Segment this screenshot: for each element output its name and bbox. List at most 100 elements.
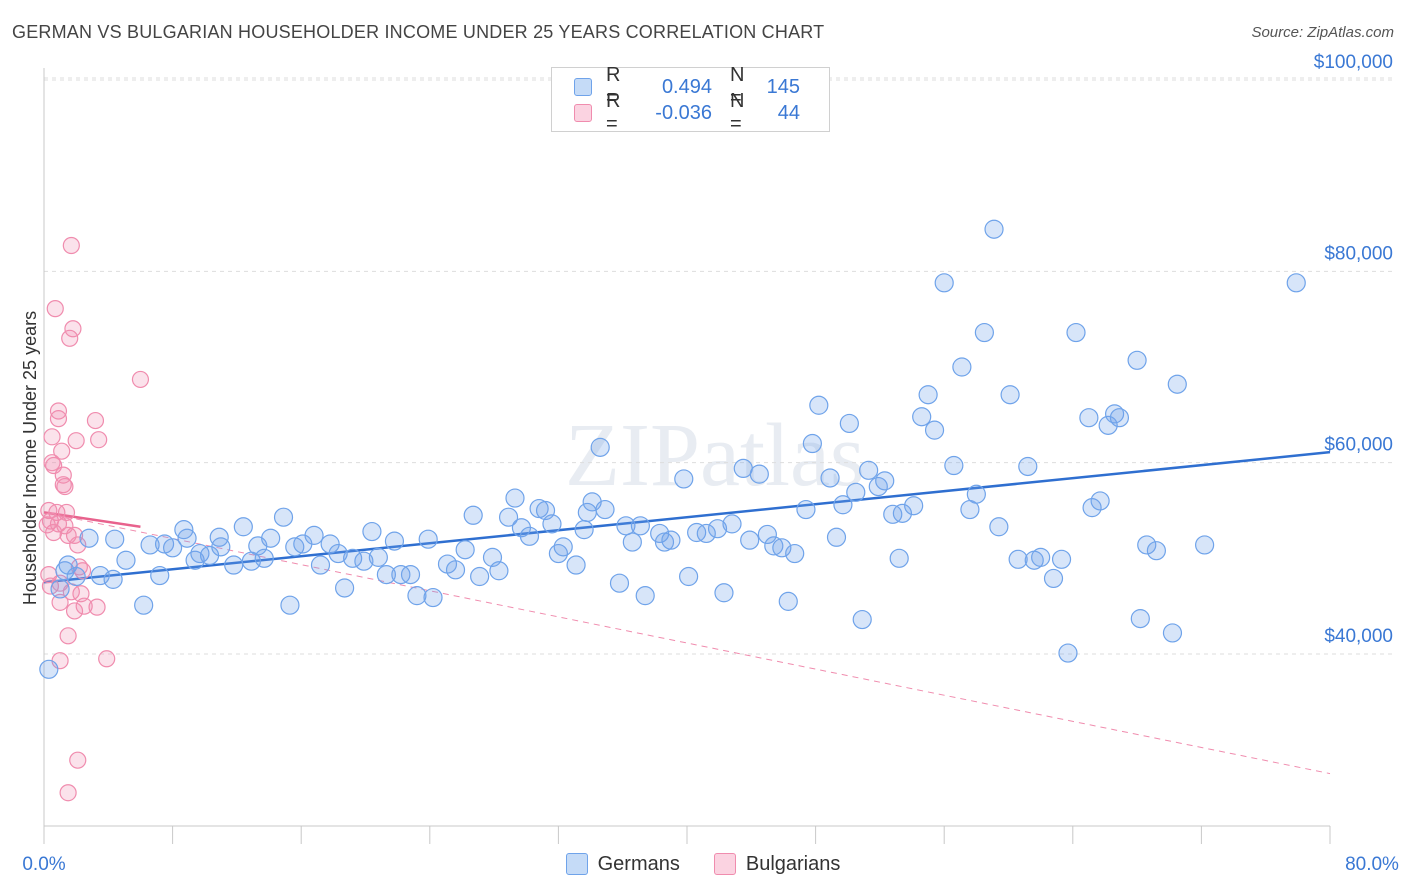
germans-n-value: 145 (766, 75, 800, 98)
germans-point (796, 499, 816, 520)
germans-point (1000, 385, 1020, 405)
germans-point (892, 503, 913, 523)
germans-point (833, 495, 853, 515)
germans-points (39, 219, 1306, 679)
germans-point (391, 564, 411, 585)
bulgarians-point (62, 236, 80, 255)
germans-point (445, 560, 466, 580)
y-tick-label: $40,000 (1324, 626, 1393, 647)
germans-point (505, 488, 525, 508)
germans-point (368, 547, 388, 567)
germans-point (116, 550, 136, 570)
germans-legend-label: Germans (597, 852, 680, 875)
germans-point (1058, 643, 1078, 663)
germans-point (273, 507, 294, 527)
bulgarians-point (90, 431, 108, 449)
axes (43, 68, 1331, 844)
germans-point (1043, 568, 1064, 589)
germans-point (714, 583, 734, 603)
germans-point (254, 548, 274, 568)
y-tick-label: $80,000 (1324, 243, 1393, 264)
germans-point (498, 507, 519, 527)
germans-point (384, 531, 405, 551)
germans-point (519, 526, 540, 546)
germans-point (1098, 415, 1118, 435)
germans-point (423, 587, 443, 608)
germans-point (58, 555, 78, 575)
germans-point (233, 517, 253, 537)
germans-point (740, 530, 760, 550)
bulgarians-point (49, 410, 68, 428)
germans-point (566, 555, 586, 575)
germans-point (211, 537, 231, 557)
germans-point (209, 527, 229, 547)
bulgarians-point (61, 329, 79, 347)
germans-point (630, 516, 650, 536)
bulgarians-point (75, 597, 93, 615)
germans-point (134, 595, 154, 615)
germans-point (918, 385, 938, 405)
germans-point (1079, 408, 1099, 428)
bulgarians-point (64, 320, 82, 338)
x-tick-labels: 0.0% 80.0% (22, 854, 1399, 875)
legend-item-bulgarians[interactable]: Bulgarians (713, 853, 840, 876)
germans-point (455, 540, 475, 560)
germans-point (749, 464, 769, 484)
bulgarians-n-label: N = (730, 90, 745, 135)
bulgarians-trend-line (43, 511, 141, 528)
germans-point (722, 514, 742, 534)
germans-point (354, 551, 374, 571)
germans-point (1018, 456, 1038, 477)
germans-swatch (574, 78, 592, 96)
germans-point (912, 407, 932, 427)
germans-point (764, 536, 784, 556)
germans-point (924, 420, 945, 440)
germans-point (674, 469, 694, 489)
bulgarians-legend-swatch (713, 853, 736, 875)
germans-point (622, 532, 642, 552)
germans-point (553, 537, 573, 557)
bulgarians-n-value: 44 (777, 101, 800, 124)
germans-point (1008, 549, 1028, 569)
germans-point (1090, 491, 1110, 511)
germans-r-value: 0.494 (661, 75, 712, 98)
germans-point (859, 460, 879, 480)
bulgarians-point (57, 503, 76, 522)
watermark: ZIPatlas (565, 406, 865, 505)
germans-point (400, 564, 421, 585)
germans-point (79, 528, 99, 548)
y-tick-labels: $40,000 $60,000 $80,000 $100,000 (1314, 52, 1393, 647)
germans-point (320, 534, 340, 554)
trend-lines (43, 450, 1331, 775)
germans-r-label: R = (606, 64, 621, 109)
germans-point (826, 527, 847, 547)
germans-point (489, 561, 509, 581)
germans-point (335, 578, 355, 598)
germans-point (733, 458, 753, 479)
germans-point (1127, 350, 1147, 370)
germans-point (261, 528, 281, 548)
germans-point (616, 516, 636, 536)
germans-point (1051, 549, 1072, 569)
germans-point (944, 455, 964, 476)
germans-point (757, 524, 777, 545)
germans-point (966, 484, 986, 504)
legend-row-bulgarians: R = -0.036 N = 44 (574, 90, 800, 135)
x-tick-label-start: 0.0% (22, 854, 65, 875)
bulgarians-point (59, 627, 77, 645)
legend-item-germans[interactable]: Germans (565, 852, 680, 876)
germans-point (1137, 535, 1157, 555)
germans-point (463, 505, 483, 525)
germans-point (934, 273, 954, 293)
bulgarians-point (65, 602, 84, 620)
germans-point (984, 219, 1004, 239)
germans-point (846, 482, 866, 502)
y-tick-label: $100,000 (1314, 52, 1393, 73)
germans-point (66, 566, 86, 587)
germans-point (1066, 322, 1086, 343)
germans-point (889, 548, 909, 568)
germans-point (696, 523, 716, 544)
germans-point (418, 529, 438, 549)
x-tick-label-end: 80.0% (1345, 854, 1399, 875)
germans-point (875, 471, 895, 491)
